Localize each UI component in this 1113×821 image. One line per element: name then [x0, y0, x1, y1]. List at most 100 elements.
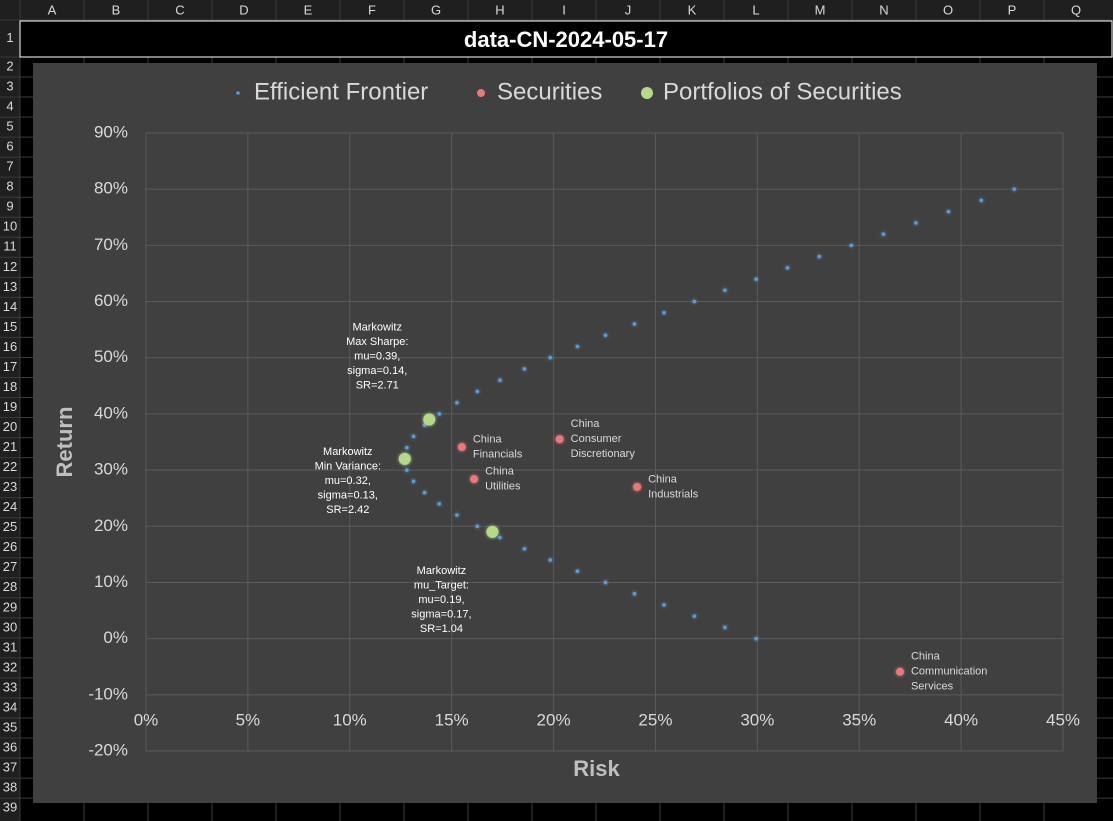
data-point[interactable]	[754, 636, 758, 641]
row-header[interactable]: 22	[3, 459, 17, 474]
row-header[interactable]: 19	[3, 399, 17, 414]
data-point[interactable]	[422, 490, 427, 495]
row-header[interactable]: 15	[3, 319, 17, 334]
data-point[interactable]	[423, 413, 436, 426]
row-header[interactable]: 9	[6, 199, 13, 214]
data-point[interactable]	[662, 603, 666, 607]
title-cell[interactable]	[19, 20, 1113, 58]
column-header[interactable]: I	[562, 2, 566, 17]
row-header[interactable]: 30	[3, 619, 17, 634]
data-point[interactable]	[603, 580, 608, 585]
column-header[interactable]: O	[943, 2, 953, 17]
data-point[interactable]	[548, 355, 553, 360]
data-point[interactable]	[437, 412, 442, 416]
data-point[interactable]	[662, 310, 666, 315]
legend-label[interactable]: Securities	[497, 78, 602, 105]
row-header[interactable]: 26	[3, 539, 17, 554]
row-header[interactable]: 38	[3, 780, 17, 795]
data-point[interactable]	[498, 535, 502, 540]
data-point[interactable]	[486, 525, 499, 538]
row-header[interactable]: 5	[6, 119, 13, 134]
row-header[interactable]: 24	[3, 499, 17, 514]
row-header[interactable]: 32	[3, 659, 17, 674]
column-header[interactable]: B	[112, 2, 121, 17]
data-point[interactable]	[723, 288, 727, 293]
data-point[interactable]	[881, 232, 886, 236]
legend-label[interactable]: Portfolios of Securities	[663, 78, 902, 105]
data-point[interactable]	[398, 452, 411, 465]
column-header[interactable]: K	[688, 2, 697, 17]
row-header[interactable]: 11	[3, 239, 17, 254]
row-header[interactable]: 33	[3, 679, 17, 694]
data-point[interactable]	[603, 333, 608, 338]
data-point[interactable]	[946, 209, 951, 214]
data-point[interactable]	[405, 468, 409, 472]
row-header[interactable]: 39	[3, 800, 17, 815]
data-point[interactable]	[475, 524, 480, 529]
data-point[interactable]	[455, 400, 459, 405]
row-header[interactable]: 13	[3, 279, 17, 294]
column-header[interactable]: D	[239, 2, 248, 17]
data-point[interactable]	[411, 479, 416, 484]
data-point[interactable]	[498, 378, 502, 383]
data-point[interactable]	[849, 243, 854, 248]
row-header[interactable]: 2	[6, 58, 13, 73]
column-header[interactable]: J	[625, 2, 632, 17]
data-point[interactable]	[692, 614, 697, 618]
data-point[interactable]	[457, 443, 466, 452]
row-header[interactable]: 27	[3, 559, 17, 574]
column-header[interactable]: L	[752, 2, 759, 17]
data-point[interactable]	[979, 198, 984, 203]
data-point[interactable]	[422, 423, 427, 427]
data-point[interactable]	[895, 667, 904, 676]
data-point[interactable]	[437, 502, 442, 506]
row-header[interactable]: 28	[3, 579, 17, 594]
row-header[interactable]: 20	[3, 419, 17, 434]
legend-label[interactable]: Efficient Frontier	[254, 78, 428, 105]
row-header[interactable]: 31	[3, 639, 17, 654]
data-point[interactable]	[405, 445, 409, 450]
column-header[interactable]: F	[368, 2, 376, 17]
column-header[interactable]: N	[879, 2, 888, 17]
column-header[interactable]: C	[175, 2, 184, 17]
row-header[interactable]: 17	[3, 359, 17, 374]
row-header[interactable]: 37	[3, 760, 17, 775]
row-header[interactable]: 23	[3, 479, 17, 494]
data-point[interactable]	[522, 367, 527, 371]
data-point[interactable]	[723, 625, 727, 630]
column-header[interactable]: E	[304, 2, 313, 17]
data-point[interactable]	[1012, 187, 1017, 191]
column-header[interactable]: A	[48, 2, 57, 17]
row-header[interactable]: 25	[3, 519, 17, 534]
data-point[interactable]	[692, 299, 697, 304]
row-header[interactable]: 7	[6, 159, 13, 174]
row-header[interactable]: 12	[3, 259, 17, 274]
row-header[interactable]: 14	[3, 299, 17, 314]
column-header[interactable]: G	[431, 2, 441, 17]
row-header[interactable]: 34	[3, 699, 17, 714]
data-point[interactable]	[555, 435, 564, 444]
row-header[interactable]: 18	[3, 379, 17, 394]
data-point[interactable]	[785, 266, 790, 270]
row-header[interactable]: 16	[3, 339, 17, 354]
data-point[interactable]	[470, 475, 479, 484]
column-header[interactable]: M	[815, 2, 826, 17]
chart-area[interactable]	[33, 63, 1097, 803]
data-point[interactable]	[633, 482, 642, 491]
data-point[interactable]	[632, 591, 637, 596]
column-header[interactable]: P	[1008, 2, 1017, 17]
row-header[interactable]: 4	[6, 99, 13, 114]
row-header[interactable]: 29	[3, 599, 17, 614]
data-point[interactable]	[411, 434, 416, 439]
data-point[interactable]	[522, 546, 527, 551]
column-header[interactable]: Q	[1071, 2, 1081, 17]
data-point[interactable]	[754, 277, 758, 281]
row-header[interactable]: 21	[3, 439, 17, 454]
column-header[interactable]: H	[495, 2, 504, 17]
data-point[interactable]	[632, 322, 637, 326]
data-point[interactable]	[575, 569, 580, 574]
data-point[interactable]	[817, 254, 822, 259]
row-header[interactable]: 36	[3, 739, 17, 754]
row-header[interactable]: 10	[3, 219, 17, 234]
data-point[interactable]	[455, 513, 459, 517]
